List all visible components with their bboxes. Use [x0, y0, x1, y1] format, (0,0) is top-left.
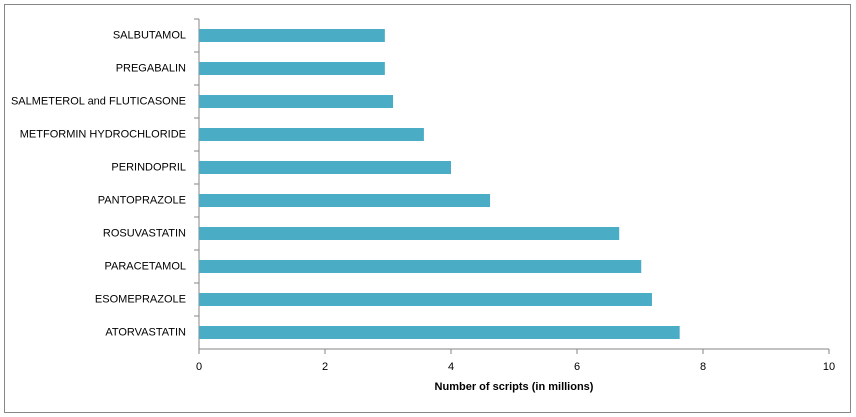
bar: [199, 161, 451, 174]
bar: [199, 194, 491, 207]
y-tick-label: SALBUTAMOL: [113, 29, 186, 41]
bar: [199, 293, 652, 306]
x-tick-label: 8: [700, 361, 706, 373]
x-tick-label: 0: [196, 361, 202, 373]
y-tick-label: ROSUVASTATIN: [103, 227, 186, 239]
y-tick-label: METFORMIN HYDROCHLORIDE: [20, 128, 186, 140]
x-tick-label: 4: [448, 361, 454, 373]
x-tick-label: 10: [823, 361, 835, 373]
y-tick-label: SALMETEROL and FLUTICASONE: [11, 95, 186, 107]
y-tick-label: ATORVASTATIN: [105, 326, 186, 338]
bar: [199, 227, 620, 240]
y-tick-label: PREGABALIN: [116, 62, 186, 74]
y-tick-label: ESOMEPRAZOLE: [95, 293, 186, 305]
x-axis-title: Number of scripts (in millions): [435, 381, 594, 393]
y-tick-label: PARACETAMOL: [105, 260, 187, 272]
bar: [199, 29, 385, 42]
x-tick-label: 6: [574, 361, 580, 373]
y-tick-label: PERINDOPRIL: [111, 161, 186, 173]
bar: [199, 260, 642, 273]
bar: [199, 326, 680, 339]
bar: [199, 128, 424, 141]
y-tick-label: PANTOPRAZOLE: [98, 194, 186, 206]
x-tick-label: 2: [322, 361, 328, 373]
bar: [199, 62, 385, 75]
bar: [199, 95, 394, 108]
chart-border: [4, 4, 851, 413]
